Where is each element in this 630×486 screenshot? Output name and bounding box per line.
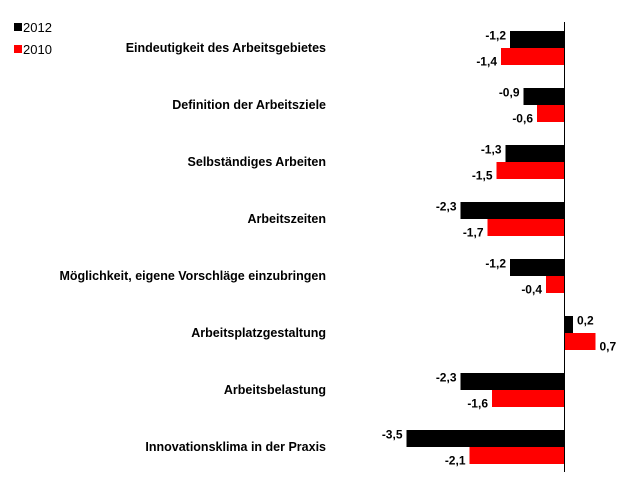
data-label: -1,7 xyxy=(463,226,484,240)
data-label: -1,5 xyxy=(472,169,493,183)
category-label: Arbeitsplatzgestaltung xyxy=(191,326,326,340)
bar-2012 xyxy=(505,145,564,162)
bar-2010 xyxy=(564,333,596,350)
category-label: Selbständiges Arbeiten xyxy=(188,155,326,169)
bar-2012 xyxy=(460,373,564,390)
legend-label-2010: 2010 xyxy=(23,42,52,57)
data-label: -1,6 xyxy=(467,397,488,411)
data-label: 0,7 xyxy=(600,340,617,354)
bar-2010 xyxy=(492,390,564,407)
bar-2012 xyxy=(510,259,564,276)
category-label: Innovationsklima in der Praxis xyxy=(145,440,326,454)
bar-2012 xyxy=(523,88,564,105)
category-label: Möglichkeit, eigene Vorschläge einzubrin… xyxy=(60,269,327,283)
legend-label-2012: 2012 xyxy=(23,20,52,35)
bar-2010 xyxy=(501,48,564,65)
data-label: -0,9 xyxy=(499,86,520,100)
data-label: -1,4 xyxy=(476,55,497,69)
data-label: -1,2 xyxy=(485,29,506,43)
bar-2010 xyxy=(537,105,564,122)
bar-2010 xyxy=(469,447,564,464)
category-label: Eindeutigkeit des Arbeitsgebietes xyxy=(126,41,326,55)
data-label: -1,3 xyxy=(481,143,502,157)
bar-2012 xyxy=(510,31,564,48)
bar-2012 xyxy=(564,316,573,333)
legend-swatch-2012 xyxy=(14,23,22,31)
bar-2010 xyxy=(496,162,564,179)
bar-2010 xyxy=(546,276,564,293)
legend-swatch-2010 xyxy=(14,45,22,53)
data-label: -1,2 xyxy=(485,257,506,271)
data-label: -2,1 xyxy=(445,454,466,468)
data-label: -2,3 xyxy=(436,371,457,385)
bar-2012 xyxy=(406,430,564,447)
bar-2012 xyxy=(460,202,564,219)
category-label: Definition der Arbeitsziele xyxy=(172,98,326,112)
category-label: Arbeitszeiten xyxy=(248,212,327,226)
data-label: 0,2 xyxy=(577,314,594,328)
category-label: Arbeitsbelastung xyxy=(224,383,326,397)
data-label: -3,5 xyxy=(382,428,403,442)
bar-2010 xyxy=(487,219,564,236)
data-label: -0,4 xyxy=(521,283,542,297)
data-label: -0,6 xyxy=(512,112,533,126)
data-label: -2,3 xyxy=(436,200,457,214)
